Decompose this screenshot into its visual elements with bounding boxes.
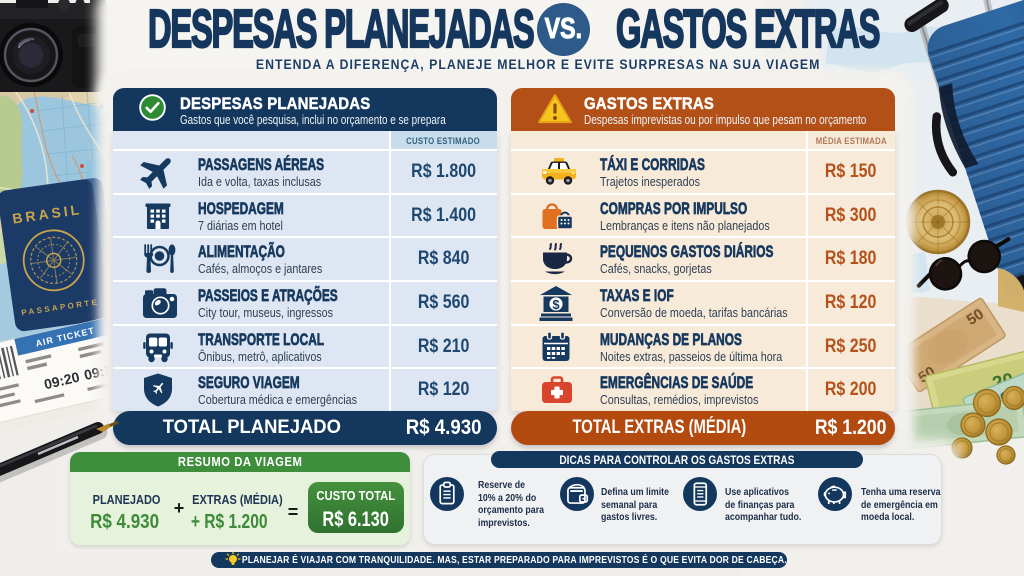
svg-text:09:20: 09:20 — [43, 369, 82, 393]
svg-text:50: 50 — [964, 306, 987, 329]
svg-text:$: $ — [552, 297, 560, 312]
